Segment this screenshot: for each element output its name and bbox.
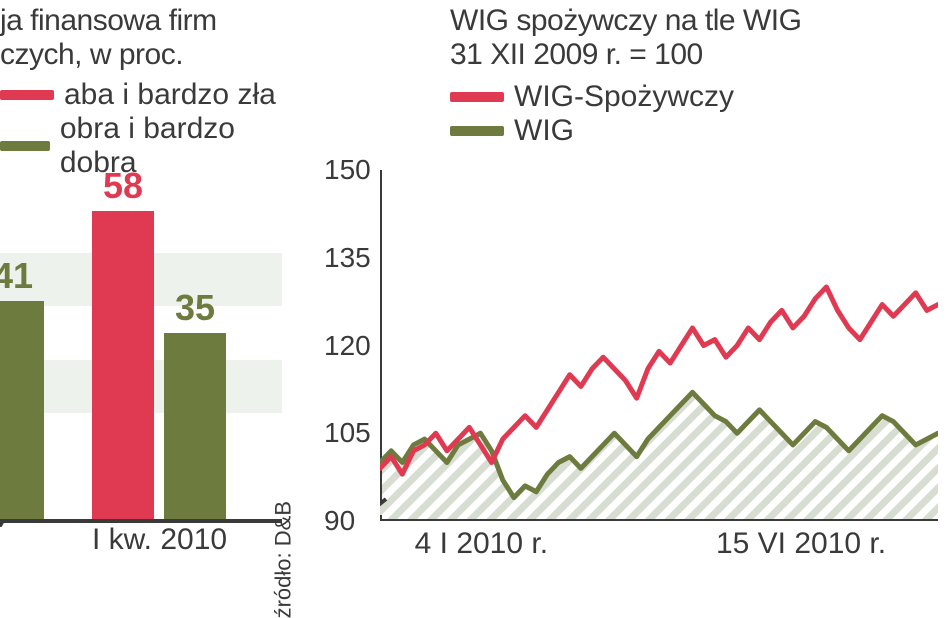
bar-value-label: 35: [164, 287, 226, 333]
legend-swatch-olive: [0, 141, 50, 151]
left-title-1: ja finansowa firm: [0, 4, 217, 38]
y-tick-label: 105: [324, 417, 371, 449]
y-tick-label: 120: [324, 330, 371, 362]
bar: 58: [92, 211, 154, 519]
right-title-2: 31 XII 2009 r. = 100: [450, 38, 801, 72]
x-tick-label: 4 I 2010 r.: [415, 527, 548, 561]
bar-value-label: 41: [0, 255, 44, 301]
legend-swatch-red-2: [450, 92, 504, 102]
legend-swatch-olive-2: [450, 126, 504, 136]
source-label: źródło: D&B: [270, 501, 296, 618]
bar-value-label: 58: [92, 165, 154, 211]
line-chart-svg: [380, 170, 938, 521]
bar-chart: 55415835: [0, 200, 282, 523]
left-title-2: czych, w proc.: [0, 38, 217, 72]
right-legend-label-0: WIG-Spożywczy: [514, 80, 734, 114]
x-tick-label: 15 VI 2010 r.: [716, 527, 886, 561]
legend-swatch-red: [0, 90, 54, 100]
bar: 41: [0, 301, 44, 519]
left-panel: ja finansowa firm czych, w proc. aba i b…: [0, 0, 300, 593]
y-tick-label: 135: [324, 242, 371, 274]
y-tick-label: 150: [324, 154, 371, 186]
line-chart: [380, 170, 938, 521]
right-panel: WIG spożywczy na tle WIG 31 XII 2009 r. …: [300, 0, 948, 593]
hatch-fill: [380, 392, 938, 521]
right-legend-row-0: WIG-Spożywczy: [450, 80, 734, 114]
bar: 35: [164, 333, 226, 519]
y-tick-label: 90: [324, 505, 355, 537]
left-legend-row-0: aba i bardzo zła: [0, 78, 300, 112]
right-legend-row-1: WIG: [450, 114, 734, 148]
left-legend-label-0: aba i bardzo zła: [64, 78, 276, 112]
right-legend-label-1: WIG: [514, 114, 574, 148]
x-axis-label: I kw. 2010: [92, 523, 227, 557]
right-title-1: WIG spożywczy na tle WIG: [450, 4, 801, 38]
